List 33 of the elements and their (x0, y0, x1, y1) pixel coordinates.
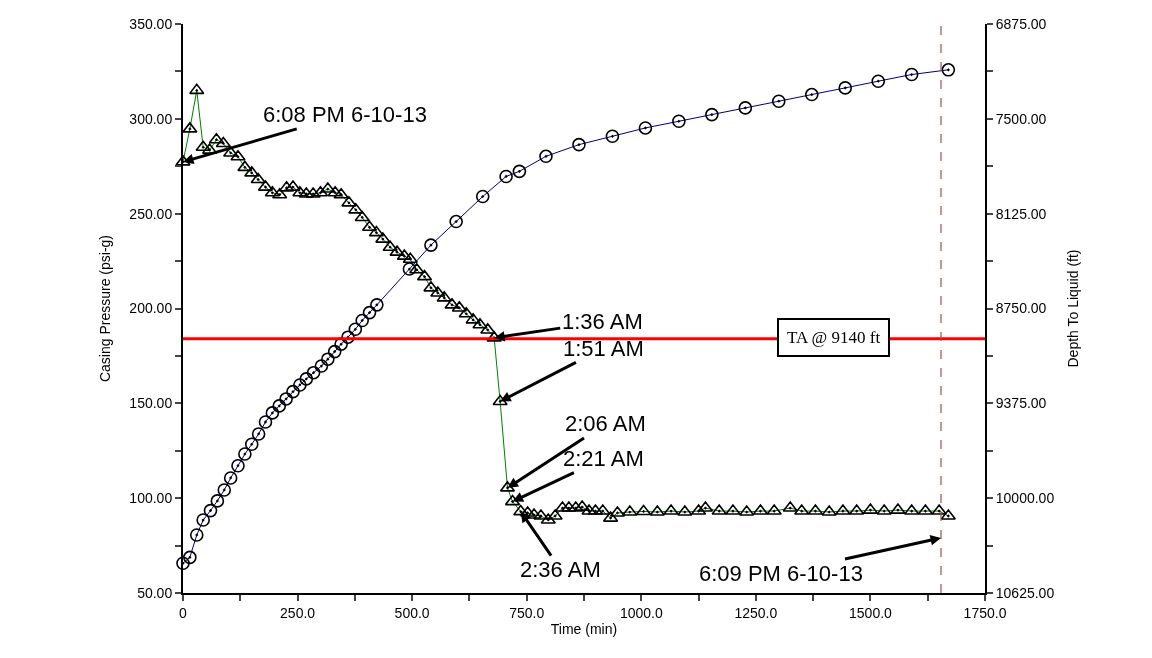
y2-tick-label: 7500.00 (995, 110, 1047, 127)
ref-line-label: TA @ 9140 ft (787, 328, 881, 347)
y2-tick-label: 10625.00 (995, 584, 1055, 601)
annotation: 6:09 PM 6-10-13 (699, 561, 863, 586)
y-tick-label: 100.00 (129, 490, 173, 507)
x-tick-label: 750.0 (509, 604, 545, 621)
annotation: 1:36 AM (562, 309, 643, 334)
y-tick-label: 50.00 (137, 584, 173, 601)
y2-tick-label: 9375.00 (995, 395, 1047, 412)
y-tick-label: 250.00 (129, 205, 173, 222)
x-tick-label: 500.0 (394, 604, 430, 621)
annotation: 1:51 AM (563, 336, 644, 361)
x-tick-label: 1500.0 (849, 604, 893, 621)
x-axis-title: Time (min) (550, 620, 618, 637)
y2-tick-label: 8750.00 (995, 300, 1047, 317)
annotation: 2:21 AM (563, 446, 644, 471)
annotation: 2:36 AM (520, 557, 601, 582)
y2-tick-label: 6875.00 (995, 15, 1047, 32)
y-axis-title: Casing Pressure (psi-g) (97, 234, 114, 383)
y2-axis-title: Depth To Liquid (ft) (1065, 249, 1082, 368)
x-tick-label: 1250.0 (734, 604, 778, 621)
y-tick-label: 150.00 (129, 395, 173, 412)
x-tick-label: 1750.0 (963, 604, 1007, 621)
y2-tick-label: 10000.00 (995, 490, 1055, 507)
x-tick-label: 1000.0 (619, 604, 663, 621)
y-tick-label: 350.00 (129, 15, 173, 32)
y2-tick-label: 8125.00 (995, 205, 1047, 222)
annotation: 6:08 PM 6-10-13 (263, 102, 427, 127)
x-tick-label: 0 (179, 604, 188, 621)
y-tick-label: 200.00 (129, 300, 173, 317)
y-tick-label: 300.00 (129, 110, 173, 127)
x-tick-label: 250.0 (280, 604, 316, 621)
annotation: 2:06 AM (565, 411, 646, 436)
